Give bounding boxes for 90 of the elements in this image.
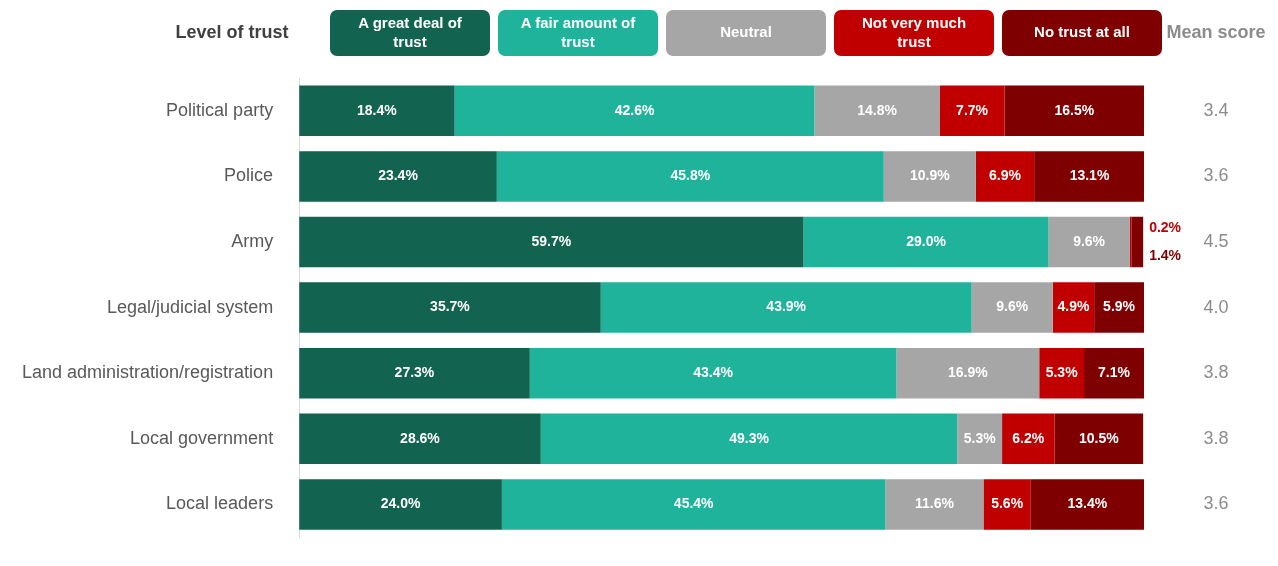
bar <box>885 479 984 530</box>
bar <box>803 216 1049 268</box>
data-label: 29.0% <box>906 232 947 249</box>
legend-title: Level of trust <box>175 21 289 42</box>
text: 3.8 <box>1203 427 1229 448</box>
data-label: 23.4% <box>378 167 419 184</box>
data-label: 7.7% <box>956 101 989 118</box>
data-label: 9.6% <box>996 298 1029 315</box>
text: No trust at all <box>1034 23 1130 41</box>
bar <box>1034 151 1144 202</box>
data-label: 6.2% <box>1012 429 1045 446</box>
data-label: 14.8% <box>857 101 898 118</box>
bar <box>299 151 497 202</box>
bar <box>939 85 1005 137</box>
y-tick-label: Army <box>231 230 274 251</box>
data-label: 45.4% <box>673 495 715 512</box>
text: 3.8 <box>1203 362 1229 383</box>
bar <box>883 151 976 202</box>
bar <box>299 85 455 137</box>
bar <box>540 413 958 465</box>
bar <box>299 282 601 333</box>
data-label: 4.9% <box>1057 298 1090 315</box>
bar <box>1048 216 1130 268</box>
bar <box>1054 413 1144 465</box>
bar <box>299 413 541 465</box>
bar <box>1094 282 1144 333</box>
bar <box>299 479 502 530</box>
text: 3.6 <box>1203 165 1229 186</box>
data-label: 10.5% <box>1078 429 1120 446</box>
data-label: 13.4% <box>1067 495 1108 512</box>
bar <box>983 479 1031 530</box>
y-tick-label: Local leaders <box>166 493 274 514</box>
data-label: 0.2% <box>1149 218 1182 235</box>
y-tick-label: Political party <box>166 99 274 120</box>
data-label: 16.5% <box>1054 101 1095 118</box>
text: 3.4 <box>1203 99 1229 120</box>
data-label: 1.4% <box>1149 246 1182 263</box>
bar <box>896 347 1040 399</box>
data-label: 5.6% <box>991 495 1024 512</box>
data-label: 59.7% <box>531 232 572 249</box>
y-tick-label: Land administration/registration <box>22 362 274 383</box>
bar <box>1039 347 1085 399</box>
text: A fair amount of trust <box>520 13 637 50</box>
bar <box>529 347 897 399</box>
bar <box>299 216 804 268</box>
y-tick-label: Local government <box>130 427 274 448</box>
data-label: 18.4% <box>357 101 398 118</box>
data-label: 24.0% <box>380 495 421 512</box>
bar <box>975 151 1035 202</box>
text: 3.6 <box>1203 493 1229 514</box>
bar <box>1004 85 1144 137</box>
data-label: 13.1% <box>1069 167 1110 184</box>
data-label: 6.9% <box>989 167 1022 184</box>
bar <box>501 479 886 530</box>
data-label: 10.9% <box>909 167 951 184</box>
data-label: 9.6% <box>1073 232 1106 249</box>
bar <box>1002 413 1055 465</box>
bar <box>971 282 1053 333</box>
bar <box>1131 216 1144 268</box>
bar <box>1030 479 1144 530</box>
data-label: 49.3% <box>729 429 770 446</box>
text: A great deal of trust <box>358 13 463 50</box>
bar <box>600 282 972 333</box>
data-label: 16.9% <box>947 364 989 381</box>
data-label: 35.7% <box>430 298 471 315</box>
text: Not very much trust <box>861 13 967 50</box>
data-label: 5.3% <box>1045 364 1079 381</box>
bar <box>1084 347 1144 399</box>
text: Neutral <box>720 23 772 41</box>
bar <box>1052 282 1095 333</box>
text: 4.5 <box>1203 230 1229 251</box>
text: Mean score <box>1166 21 1266 42</box>
data-label: 28.6% <box>400 429 441 446</box>
bar <box>299 347 530 399</box>
data-label: 45.8% <box>670 167 711 184</box>
data-label: 43.9% <box>766 298 807 315</box>
data-label: 5.3% <box>963 429 997 446</box>
bar <box>496 151 884 202</box>
y-tick-label: Police <box>224 165 274 186</box>
data-label: 42.6% <box>614 101 655 118</box>
bar <box>957 413 1003 465</box>
y-tick-label: Legal/judicial system <box>107 296 274 317</box>
bar <box>454 85 815 137</box>
data-label: 11.6% <box>915 495 955 512</box>
bar <box>814 85 940 137</box>
text: 4.0 <box>1203 296 1229 317</box>
data-label: 5.9% <box>1103 298 1136 315</box>
data-label: 7.1% <box>1098 364 1131 381</box>
data-label: 27.3% <box>394 364 435 381</box>
data-label: 43.4% <box>693 364 734 381</box>
